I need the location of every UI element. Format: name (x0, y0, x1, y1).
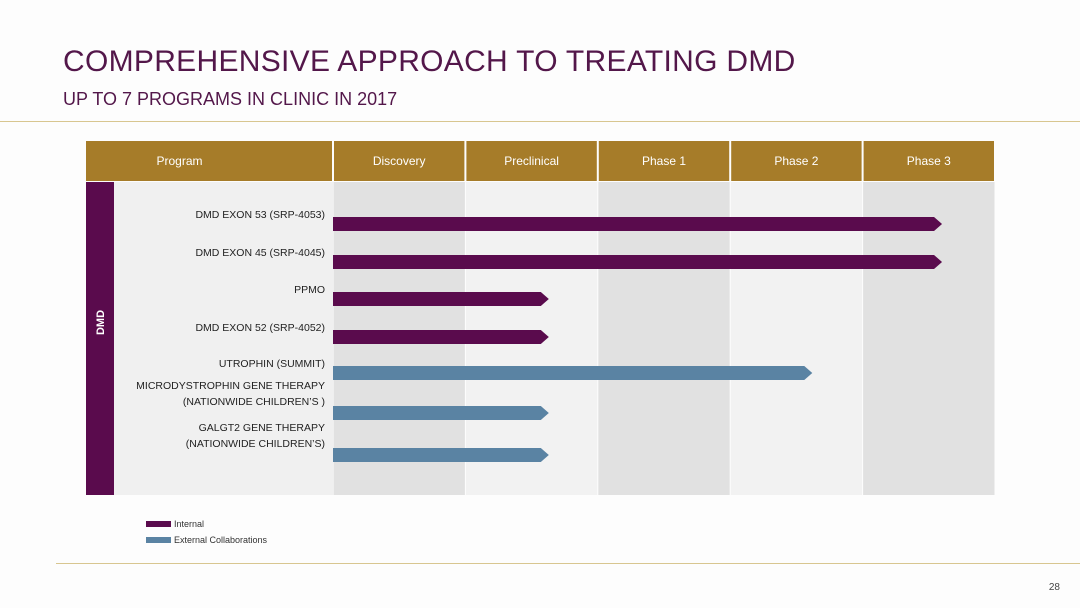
row-label: PPMO (294, 284, 325, 296)
header-cell-phase (731, 141, 862, 181)
footer-divider (56, 563, 1080, 564)
header-cell-program (86, 141, 332, 181)
header-cell-phase (598, 141, 730, 181)
header-cell-phase (863, 141, 994, 181)
legend-item-external: External Collaborations (146, 532, 267, 548)
program-bar (333, 330, 549, 344)
row-label: GALGT2 GENE THERAPY (199, 422, 325, 434)
page-subtitle: UP TO 7 PROGRAMS IN CLINIC IN 2017 (63, 89, 398, 109)
row-label: DMD EXON 45 (SRP-4045) (195, 247, 325, 259)
header-label-phase: Phase 2 (774, 154, 818, 168)
title-divider (0, 121, 1080, 122)
legend-label-internal: Internal (174, 519, 205, 529)
header-cell-phase (334, 141, 465, 181)
row-label: (NATIONWIDE CHILDREN’S ) (183, 396, 325, 408)
label-column-bg (86, 182, 333, 495)
group-label: DMD (95, 310, 107, 335)
program-bar (333, 217, 943, 231)
header-label-program: Program (156, 154, 202, 168)
phase-column-bg (730, 182, 863, 495)
group-band (86, 182, 114, 495)
row-label: DMD EXON 53 (SRP-4053) (195, 209, 325, 221)
program-bar (333, 366, 813, 380)
header-cell-phase (466, 141, 597, 181)
row-label: DMD EXON 52 (SRP-4052) (195, 322, 325, 334)
header-label-phase: Phase 1 (642, 154, 686, 168)
program-bar (333, 448, 549, 462)
row-label: UTROPHIN (SUMMIT) (219, 358, 325, 370)
header-label-phase: Preclinical (504, 154, 559, 168)
legend-item-internal: Internal (146, 516, 267, 532)
phase-column-bg (863, 182, 995, 495)
page-title: COMPREHENSIVE APPROACH TO TREATING DMD (63, 45, 796, 78)
page-number: 28 (1048, 582, 1060, 593)
header-label-phase: Phase 3 (907, 154, 951, 168)
phase-column-bg (598, 182, 730, 495)
legend: Internal External Collaborations (146, 516, 267, 548)
program-bar (333, 292, 549, 306)
legend-label-external: External Collaborations (174, 535, 268, 545)
row-label: (NATIONWIDE CHILDREN’S) (186, 438, 325, 450)
legend-swatch-internal (146, 521, 171, 527)
header-label-phase: Discovery (373, 154, 426, 168)
legend-swatch-external (146, 537, 171, 543)
row-label: MICRODYSTROPHIN GENE THERAPY (136, 380, 325, 392)
program-bar (333, 406, 549, 420)
program-bar (333, 255, 943, 269)
